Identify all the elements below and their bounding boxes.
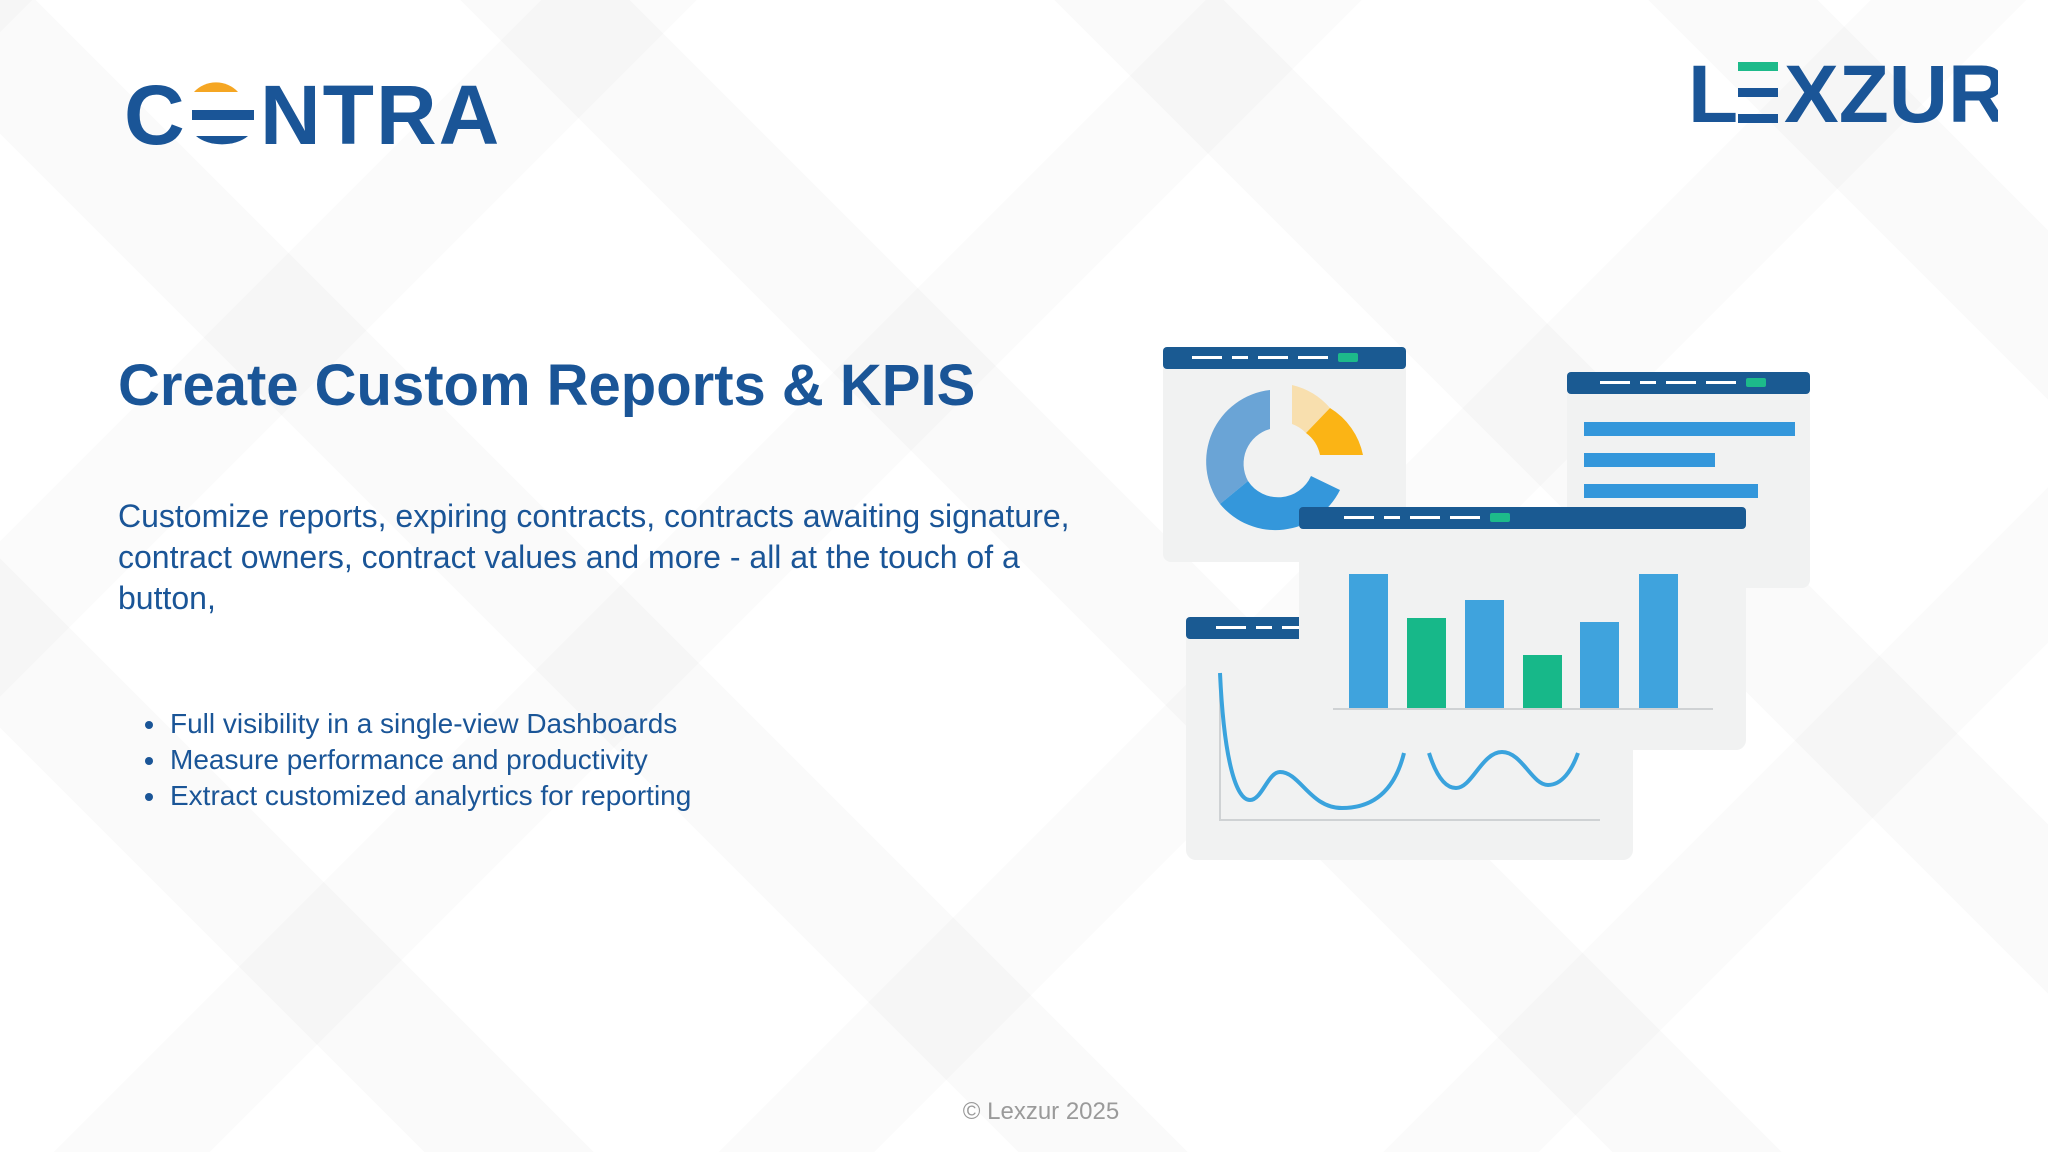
description: Customize reports, expiring contracts, c… bbox=[118, 498, 1070, 616]
svg-text:NTRA: NTRA bbox=[260, 78, 500, 150]
centra-logo: C NTRA bbox=[124, 78, 500, 150]
lexzur-logo: L XZUR bbox=[1688, 58, 1998, 126]
feature-item: Extract customized analyrtics for report… bbox=[168, 778, 691, 814]
page-title: Create Custom Reports & KPIS bbox=[118, 353, 976, 418]
feature-item: Full visibility in a single-view Dashboa… bbox=[168, 706, 691, 742]
svg-text:L: L bbox=[1688, 58, 1738, 126]
bar-chart-window bbox=[1299, 507, 1746, 750]
copyright: © Lexzur 2025 bbox=[962, 1098, 1120, 1125]
svg-text:C: C bbox=[124, 78, 185, 150]
feature-item: Measure performance and productivity bbox=[168, 742, 691, 778]
feature-list: Full visibility in a single-view Dashboa… bbox=[140, 706, 691, 814]
svg-text:XZUR: XZUR bbox=[1784, 58, 1998, 126]
